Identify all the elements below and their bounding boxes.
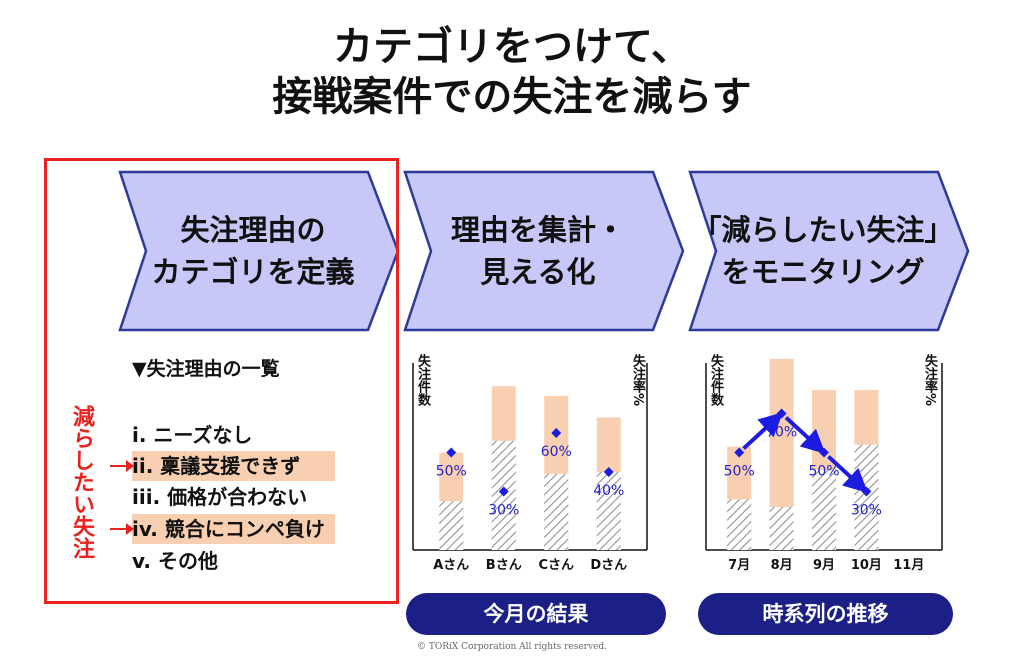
red-arrow-icon <box>110 460 134 472</box>
chart2-tick-label: 7月 <box>728 558 750 573</box>
chart1-bar-hatched <box>596 472 621 550</box>
chart2-rate-label: 70% <box>766 425 797 441</box>
chart1-rate-marker <box>551 428 562 438</box>
chart1-tick-label: Cさん <box>538 558 574 573</box>
step-1-line-1: 失注理由の <box>180 213 326 247</box>
chart1-bar-hatched <box>544 473 569 550</box>
reason-item-5: v. その他 <box>132 549 218 573</box>
step-2-line-1: 理由を集計・ <box>450 213 625 247</box>
copyright: © TORiX Corporation All rights reserved. <box>416 642 608 652</box>
chart2-left-axis-label: 失注件数 <box>708 354 723 406</box>
pill-this-month: 今月の結果 <box>406 593 666 635</box>
chart2-tick-label: 10月 <box>851 558 882 573</box>
step-3-line-1: 「減らしたい失注」 <box>692 213 954 247</box>
step-3-line-2: をモニタリング <box>721 255 925 289</box>
chart2-trend-arrow <box>784 416 826 454</box>
chevron-shape <box>118 170 400 332</box>
chart2-trend-arrow <box>827 455 868 493</box>
chart1-rate-marker <box>603 467 614 477</box>
chart1-rate-label: 60% <box>541 444 572 460</box>
chart1-rate-label: 40% <box>593 483 624 499</box>
chart2-tick-label: 11月 <box>893 558 924 573</box>
chart2-bar-hatched <box>812 470 836 550</box>
step-2-line-2: 見える化 <box>480 255 596 289</box>
reason-item-2: ii. 稟議支援できず <box>132 451 335 481</box>
chart1-tick-label: Dさん <box>590 558 627 573</box>
reason-item-3: iii. 価格が合わない <box>132 485 308 509</box>
chart2-rate-label: 30% <box>851 503 882 519</box>
chart2-right-axis-label: 失注率% <box>922 354 937 407</box>
chart2-rate-label: 50% <box>808 464 839 480</box>
chart1-rate-label: 30% <box>488 503 519 519</box>
reason-item-1: i. ニーズなし <box>132 423 253 447</box>
highlight-frame <box>44 158 399 604</box>
chevron-shape <box>403 170 685 332</box>
chart1-tick-label: Aさん <box>433 558 469 573</box>
chart1-right-axis-label: 失注率% <box>630 354 645 407</box>
chart1-bar-hatched <box>439 501 464 550</box>
chart1-left-axis-label: 失注件数 <box>415 354 430 406</box>
reason-list-heading: ▼失注理由の一覧 <box>132 358 280 380</box>
chevron-shape <box>688 170 970 332</box>
chart2-bar-hatched <box>727 499 752 550</box>
chart2-bar-hatched <box>854 444 879 550</box>
chart1-tick-label: Bさん <box>486 558 522 573</box>
target-loss-label: 減らしたい失注 <box>69 405 94 559</box>
title-line-2: 接戦案件での失注を減らす <box>272 74 752 120</box>
chart2-rate-label: 50% <box>724 464 755 480</box>
chart2-tick-label: 9月 <box>813 558 835 573</box>
chart1-rate-label: 50% <box>436 464 467 480</box>
reason-item-4: iv. 競合にコンペ負け <box>132 514 335 544</box>
title-line-1: カテゴリをつけて、 <box>333 24 691 70</box>
chart2-tick-label: 8月 <box>771 558 793 573</box>
red-arrow-icon <box>110 523 134 535</box>
chart2-trend-arrow <box>742 412 784 450</box>
chart-time-series: 7月 50% 8月 70% 9月 50% 10月 30% 11月 <box>705 358 943 573</box>
step-1-line-2: カテゴリを定義 <box>151 255 355 289</box>
chart-this-month: Aさん 50% Bさん 30% Cさん 60% Dさん 40% <box>412 363 648 573</box>
pill-time-series: 時系列の推移 <box>698 593 953 635</box>
chart2-bar-hatched <box>769 507 794 550</box>
